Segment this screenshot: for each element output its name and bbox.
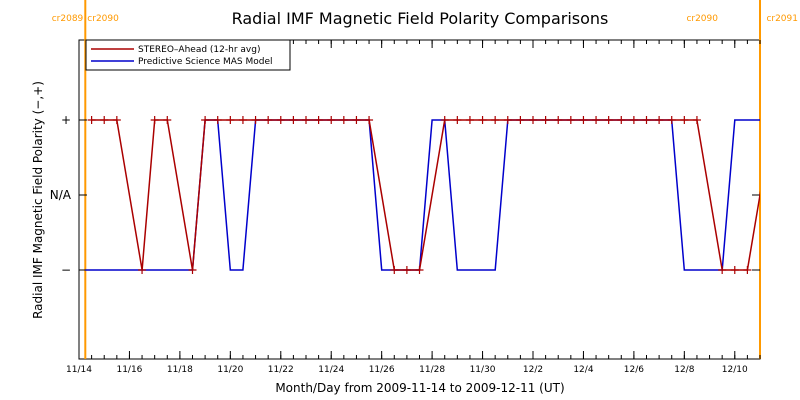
- data-point-marker: [302, 116, 310, 124]
- y-tick-label: −: [61, 263, 71, 277]
- x-tick-label: 11/30: [470, 365, 496, 375]
- data-point-marker: [465, 116, 474, 124]
- x-tick-label: 11/18: [167, 365, 193, 375]
- data-point-marker: [289, 116, 298, 124]
- data-point-marker: [503, 116, 512, 124]
- data-point-marker: [390, 266, 399, 274]
- legend-label-stereo: STEREO–Ahead (12-hr avg): [138, 45, 260, 55]
- y-axis-label: Radial IMF Magnetic Field Polarity (−,+): [31, 81, 45, 319]
- legend: STEREO–Ahead (12-hr avg) Predictive Scie…: [85, 39, 291, 71]
- y-tick-label: +: [61, 113, 71, 127]
- x-tick-label: 11/26: [369, 365, 395, 375]
- x-tick-label: 11/20: [217, 365, 243, 375]
- data-point-marker: [138, 266, 147, 274]
- data-point-marker: [667, 116, 676, 124]
- series-line: [85, 119, 760, 271]
- carrington-label-left: cr2090: [686, 14, 718, 24]
- data-point-marker: [692, 116, 701, 124]
- data-point-marker: [402, 266, 411, 274]
- x-tick-label: 12/4: [573, 365, 593, 375]
- data-point-marker: [743, 266, 752, 274]
- series-mas: [85, 119, 760, 271]
- x-tick-label: 11/24: [318, 365, 344, 375]
- data-point-marker: [352, 116, 361, 124]
- data-point-marker: [629, 116, 638, 124]
- data-point-marker: [680, 116, 689, 124]
- data-point-marker: [554, 116, 563, 124]
- x-tick-label: 11/28: [419, 365, 445, 375]
- series-layer: [85, 116, 760, 274]
- x-axis: 11/14 11/16 11/18 11/20 11/22 11/24 11/26 11/28…: [66, 40, 761, 375]
- carrington-markers: [84, 0, 761, 359]
- y-axis: − N/A +: [50, 113, 760, 277]
- data-point-marker: [529, 116, 537, 124]
- carrington-label-left: cr2089: [52, 14, 84, 24]
- data-point-marker: [327, 116, 336, 124]
- legend-label-mas: Predictive Science MAS Model: [138, 57, 273, 67]
- series-stereo: [87, 116, 760, 274]
- data-point-marker: [112, 116, 121, 124]
- data-point-marker: [655, 116, 664, 124]
- data-point-marker: [604, 116, 613, 124]
- x-tick-label: 12/6: [624, 365, 644, 375]
- x-tick-label: 12/10: [722, 365, 748, 375]
- data-point-marker: [718, 266, 727, 274]
- y-tick-label: N/A: [50, 188, 72, 202]
- carrington-label-right: cr2090: [87, 14, 119, 24]
- data-point-marker: [238, 116, 247, 124]
- x-tick-label: 11/14: [66, 365, 92, 375]
- data-point-marker: [440, 116, 449, 124]
- data-point-marker: [264, 116, 273, 124]
- data-point-marker: [516, 116, 525, 124]
- data-point-marker: [87, 116, 96, 124]
- data-point-marker: [491, 116, 500, 124]
- data-point-marker: [226, 116, 235, 124]
- data-point-marker: [415, 266, 424, 274]
- data-point-marker: [201, 116, 210, 124]
- data-point-marker: [579, 116, 588, 124]
- data-point-marker: [730, 266, 739, 274]
- x-tick-label: 12/8: [674, 365, 694, 375]
- data-point-marker: [541, 116, 550, 124]
- x-tick-label: 11/22: [268, 365, 294, 375]
- data-point-marker: [276, 116, 285, 124]
- chart-title: Radial IMF Magnetic Field Polarity Compa…: [232, 9, 609, 28]
- legend-box: [85, 39, 291, 71]
- data-point-marker: [150, 116, 159, 124]
- data-point-marker: [592, 116, 601, 124]
- data-point-marker: [617, 116, 626, 124]
- data-point-marker: [478, 116, 487, 124]
- data-point-marker: [163, 116, 172, 124]
- data-point-marker: [453, 116, 462, 124]
- data-point-marker: [100, 116, 109, 124]
- data-point-marker: [339, 116, 348, 124]
- carrington-labels: cr2089 cr2090 cr2090 cr2091: [52, 14, 798, 24]
- carrington-label-right: cr2091: [766, 14, 798, 24]
- data-point-marker: [566, 116, 575, 124]
- x-tick-label: 12/2: [523, 365, 543, 375]
- data-point-marker: [188, 266, 197, 274]
- x-tick-label: 11/16: [116, 365, 142, 375]
- data-point-marker: [251, 116, 260, 124]
- x-axis-label: Month/Day from 2009-11-14 to 2009-12-11 …: [275, 381, 564, 395]
- data-point-marker: [642, 116, 651, 124]
- data-point-marker: [365, 116, 374, 124]
- data-point-marker: [213, 116, 222, 124]
- series-line: [91, 119, 760, 271]
- data-point-marker: [314, 116, 323, 124]
